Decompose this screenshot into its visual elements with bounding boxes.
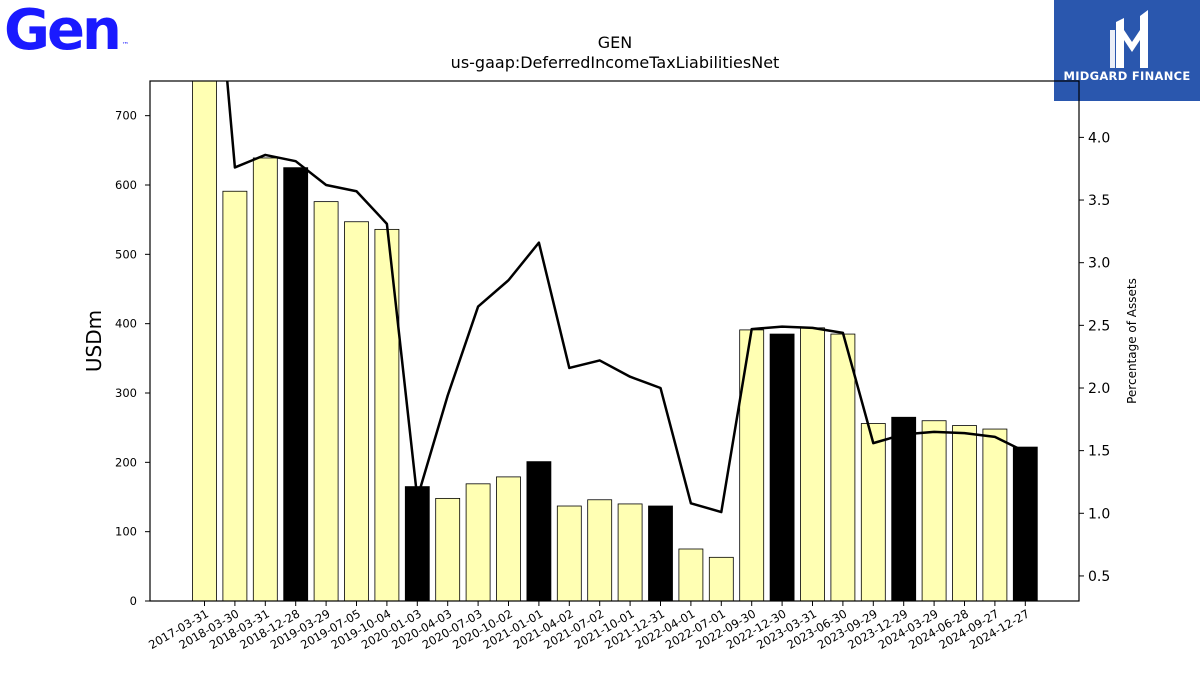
bar xyxy=(526,461,552,601)
bar xyxy=(648,505,673,601)
bar-series xyxy=(192,81,1038,601)
y2-axis-label: Percentage of Assets xyxy=(1125,278,1139,404)
y-tick-label: 100 xyxy=(115,525,137,539)
bar xyxy=(708,556,734,601)
bar xyxy=(982,428,1008,601)
y-tick-label: 300 xyxy=(115,386,137,400)
line-series xyxy=(225,81,1026,514)
bar xyxy=(344,221,369,601)
bar xyxy=(617,503,643,601)
gen-logo-text: Gen xyxy=(4,0,122,63)
bar xyxy=(252,157,278,601)
chart-subtitle: us-gaap:DeferredIncomeTaxLiabilitiesNet xyxy=(451,53,780,72)
chart-title: GEN xyxy=(598,33,632,52)
y2-tick-label: 2.5 xyxy=(1088,318,1110,334)
bar xyxy=(891,416,917,601)
bar xyxy=(465,483,491,601)
bar xyxy=(1012,446,1038,601)
y-tick-label: 700 xyxy=(115,109,137,123)
bar xyxy=(739,329,765,601)
y-tick-label: 0 xyxy=(130,594,137,608)
bar xyxy=(860,423,886,601)
bar xyxy=(192,81,217,601)
y2-tick-label: 1.5 xyxy=(1088,444,1110,460)
y2-tick-label: 3.0 xyxy=(1088,256,1110,272)
x-axis-ticks: 2017-03-312018-03-302018-03-312018-12-28… xyxy=(146,601,1032,652)
bar xyxy=(769,333,795,601)
y2-tick-label: 0.5 xyxy=(1088,569,1110,585)
y2-tick-label: 4.0 xyxy=(1088,130,1110,146)
bar xyxy=(404,486,430,601)
y-tick-label: 500 xyxy=(115,247,137,261)
y-axis-label: USDm xyxy=(82,310,106,372)
plot-frame xyxy=(149,80,1080,602)
midgard-finance-logo: MIDGARD FINANCE xyxy=(1054,0,1200,101)
bar xyxy=(800,327,825,601)
y2-tick-label: 1.0 xyxy=(1088,506,1110,522)
brand-name: MIDGARD FINANCE xyxy=(1063,69,1191,83)
y-tick-label: 400 xyxy=(115,317,137,331)
right-axis-ticks: 0.5 1.0 1.5 2.0 2.5 3.0 3.5 4.0 xyxy=(1079,130,1110,585)
bar xyxy=(496,476,521,601)
trademark-mark: ™ xyxy=(121,41,129,49)
left-axis-ticks: 0 100 200 300 400 500 600 700 xyxy=(115,109,150,608)
bar xyxy=(374,228,400,601)
bar xyxy=(222,190,248,601)
midgard-emblem-icon xyxy=(1110,10,1148,68)
bar xyxy=(587,499,613,601)
y-tick-label: 600 xyxy=(115,178,137,192)
bar xyxy=(283,167,309,601)
bar xyxy=(921,420,947,601)
bar xyxy=(556,505,582,601)
bar xyxy=(313,201,339,601)
bar xyxy=(435,497,461,601)
gen-logo: Gen ™ xyxy=(4,0,129,62)
bar xyxy=(830,333,856,601)
y2-tick-label: 3.5 xyxy=(1088,193,1110,209)
percentage-line xyxy=(225,81,1026,514)
bar xyxy=(678,548,704,601)
y2-tick-label: 2.0 xyxy=(1088,381,1110,397)
bar xyxy=(952,425,977,601)
y-tick-label: 200 xyxy=(115,455,137,469)
